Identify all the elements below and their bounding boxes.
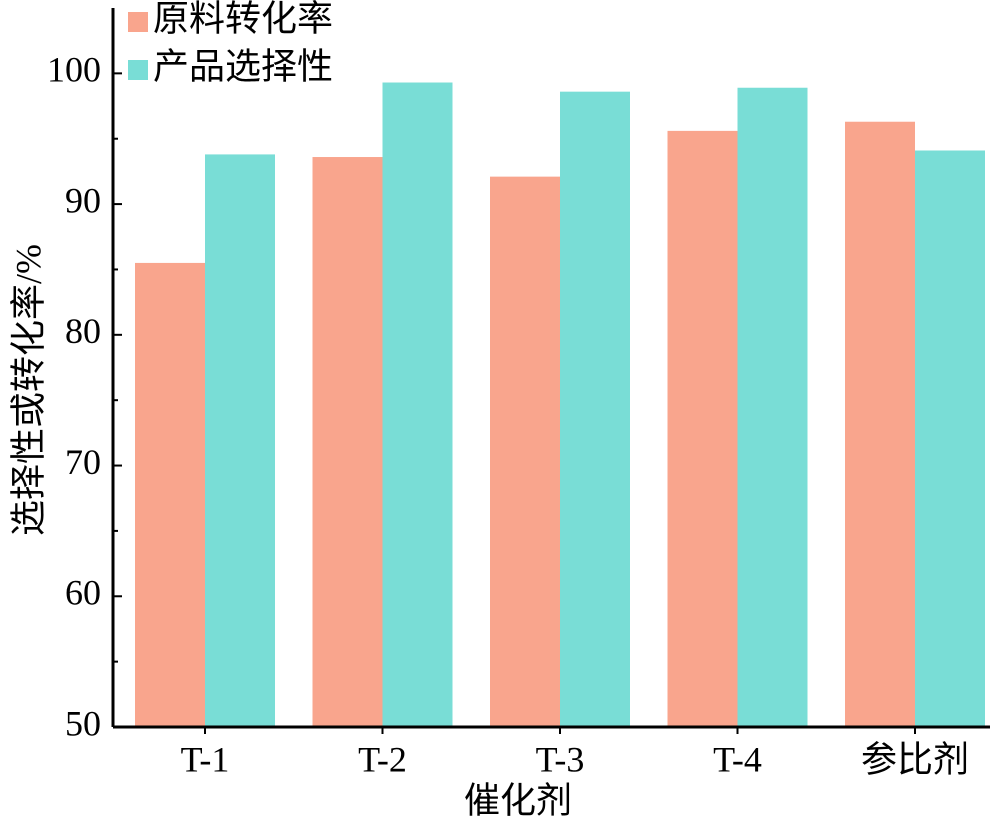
y-tick-label: 70 (65, 442, 101, 482)
y-tick-label: 90 (65, 180, 101, 220)
x-tick-label: T-4 (713, 739, 762, 779)
x-tick-label: T-3 (536, 739, 585, 779)
x-axis-label: 催化剂 (464, 780, 572, 820)
x-tick-label: T-1 (181, 739, 230, 779)
bar (382, 82, 453, 728)
legend-label: 原料转化率 (153, 0, 333, 38)
bar (667, 130, 738, 727)
bar (915, 150, 985, 727)
legend-swatch (128, 12, 148, 32)
bar (205, 154, 275, 727)
y-tick-label: 50 (65, 703, 101, 743)
bar (560, 91, 630, 727)
legend-label: 产品选择性 (153, 46, 333, 86)
bar (737, 87, 808, 727)
y-axis-label: 选择性或转化率/% (8, 244, 48, 536)
x-tick-label: 参比剂 (861, 739, 969, 779)
bar (312, 157, 383, 727)
x-tick-label: T-2 (358, 739, 407, 779)
y-tick-label: 60 (65, 573, 101, 613)
bar (845, 121, 915, 727)
bar (490, 176, 560, 727)
bar (135, 262, 205, 727)
legend-swatch (128, 60, 148, 80)
y-tick-label: 80 (65, 311, 101, 351)
y-tick-label: 100 (47, 50, 101, 90)
